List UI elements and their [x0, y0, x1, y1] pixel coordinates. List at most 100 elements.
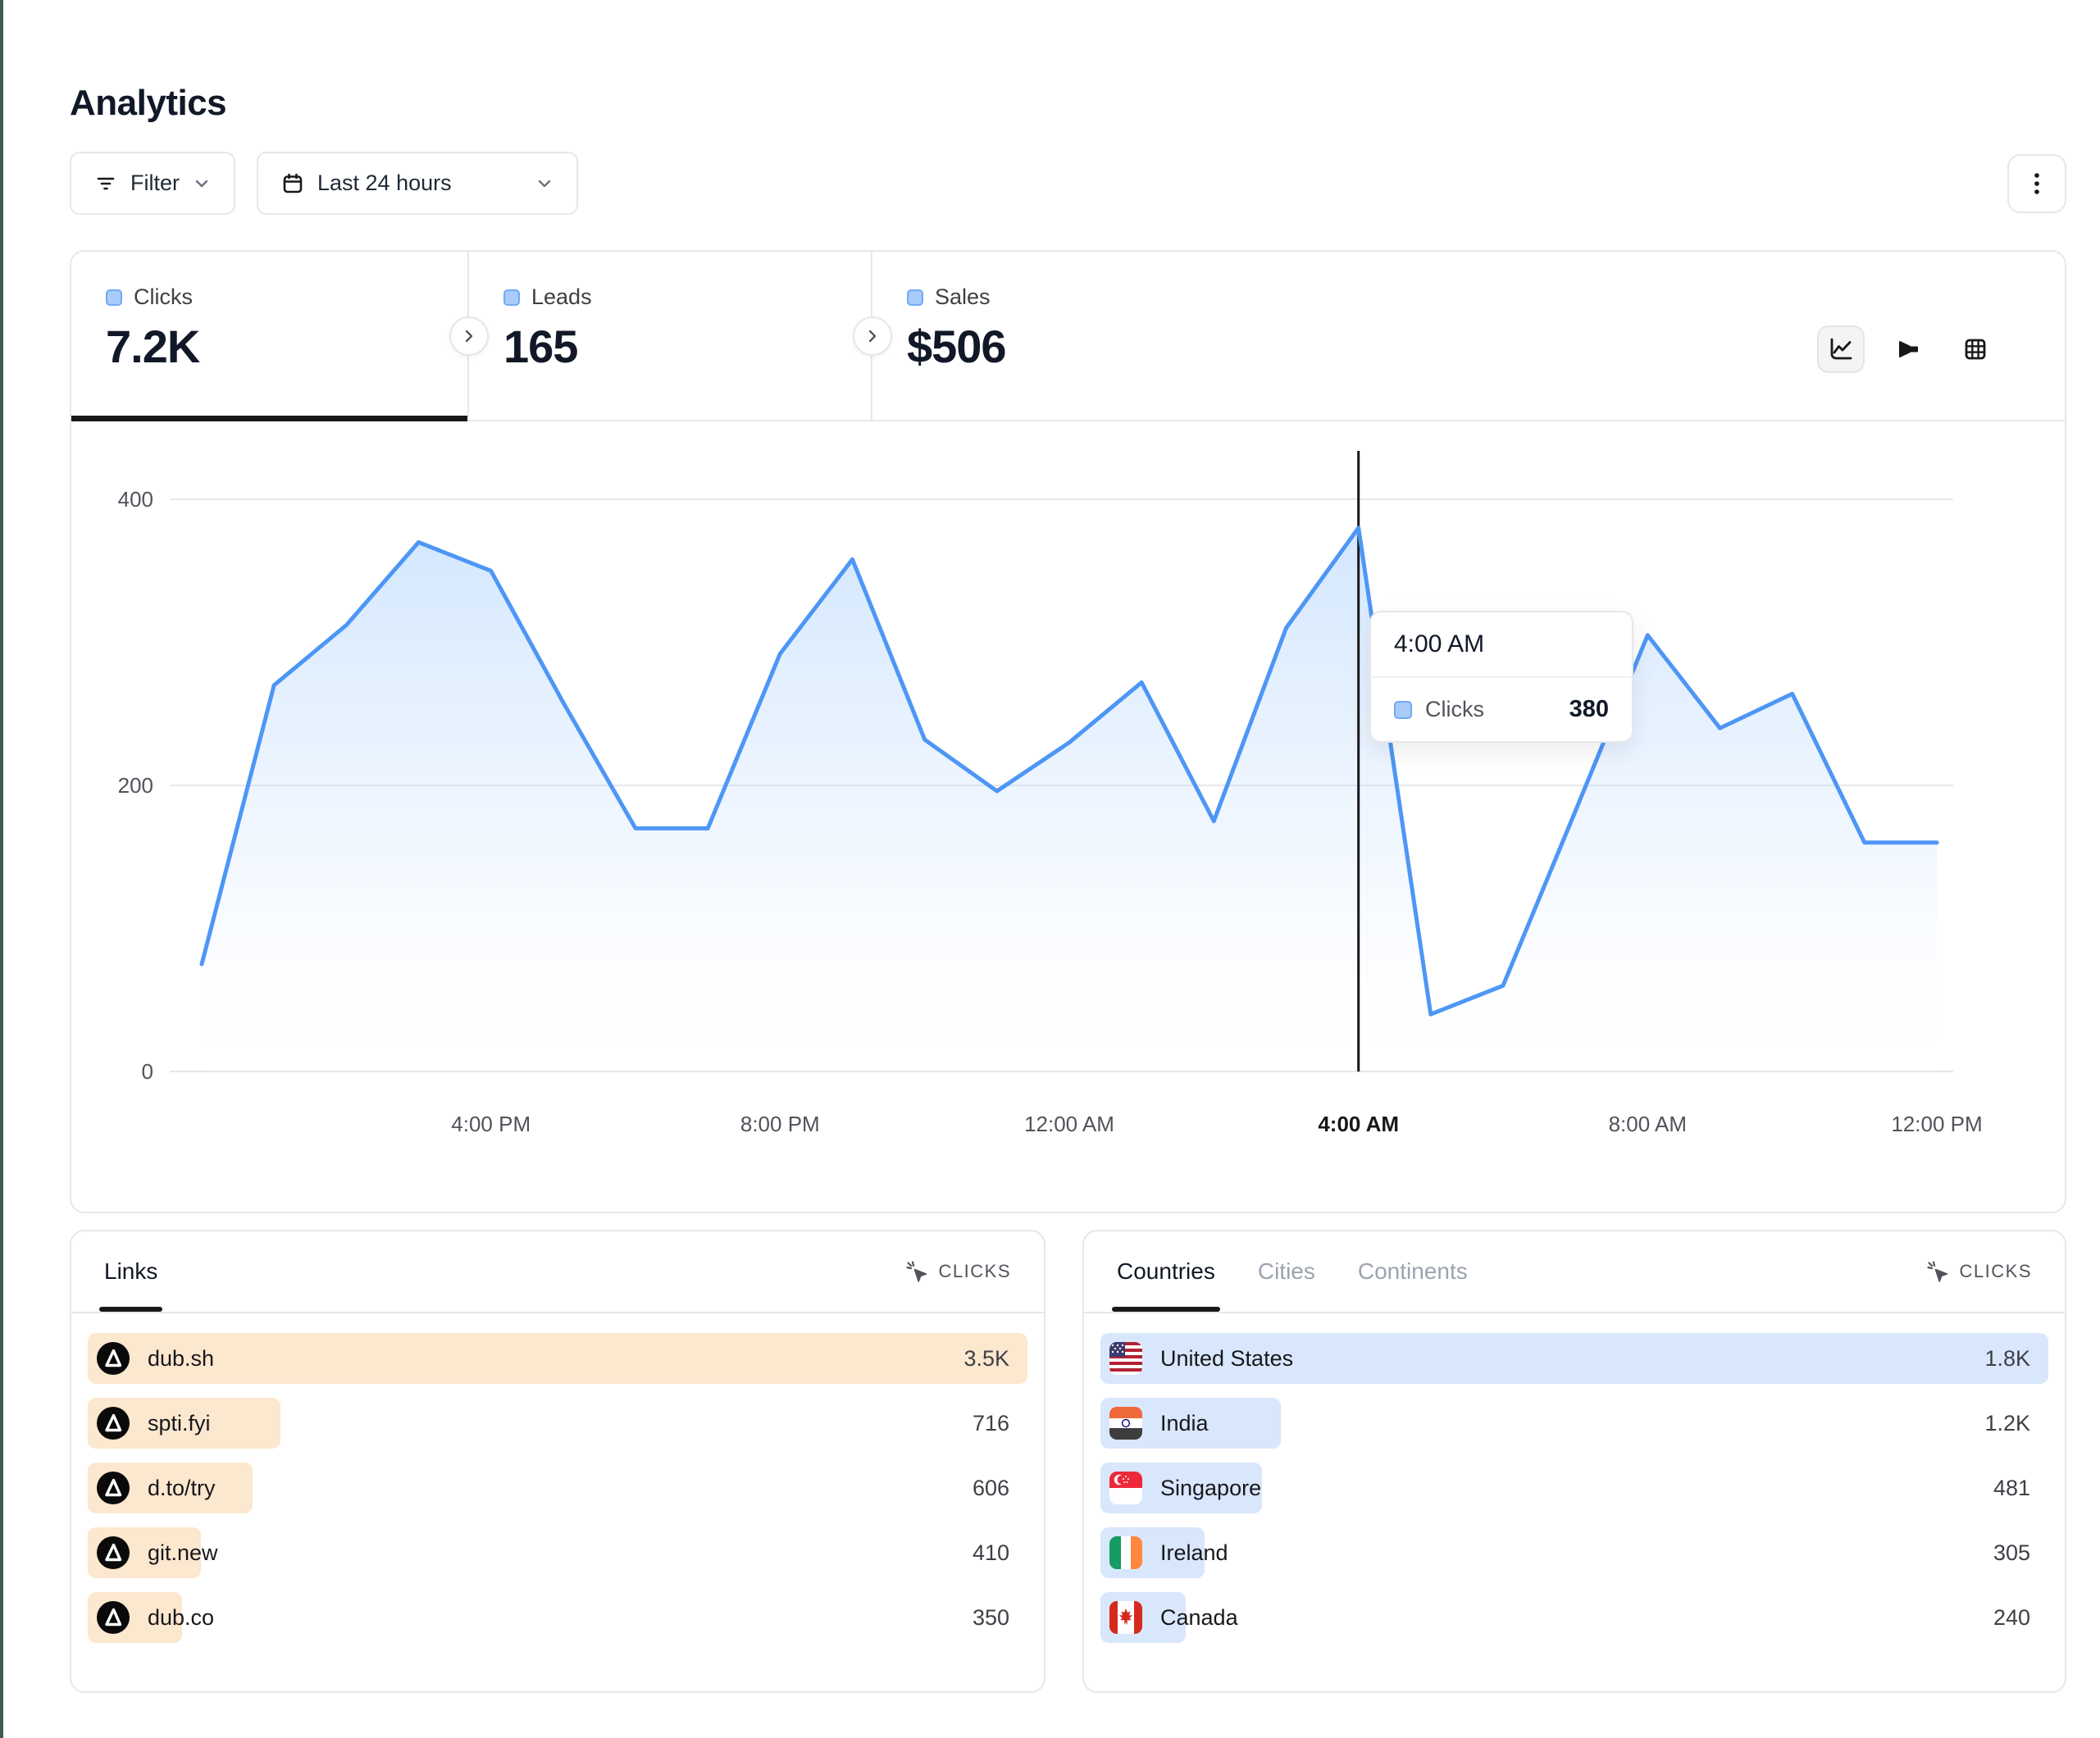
row-value: 410 [972, 1540, 1009, 1565]
svg-text:4:00 AM: 4:00 AM [1318, 1112, 1399, 1136]
page-title: Analytics [70, 83, 227, 124]
svg-text:400: 400 [118, 487, 153, 512]
stat-tab-clicks[interactable]: Clicks 7.2K [71, 252, 467, 421]
link-favicon [97, 1601, 130, 1634]
clicks-legend-chip [106, 289, 122, 306]
row-value: 1.2K [1984, 1410, 2030, 1435]
line-chart-icon [1827, 335, 1855, 363]
row-label: United States [1160, 1345, 1294, 1371]
tab-links[interactable]: Links [98, 1231, 163, 1312]
row-value: 1.8K [1984, 1345, 2030, 1371]
flag-icon-ie [1109, 1536, 1142, 1569]
clicks-series-chip [1394, 700, 1412, 719]
filter-icon [94, 172, 117, 195]
row-label: Ireland [1160, 1540, 1228, 1565]
countries-rows: United States 1.8K India 1.2K Singapore 481 Ir… [1084, 1313, 2065, 1673]
svg-text:12:00 AM: 12:00 AM [1024, 1112, 1114, 1136]
row-label: Canada [1160, 1604, 1238, 1630]
clicks-area-chart[interactable]: 400 200 0 4:00 PM 8:00 PM 12:00 AM 4:00 AM 8:00… [71, 420, 2065, 1212]
links-metric-label: CLICKS [938, 1261, 1011, 1281]
svg-text:8:00 AM: 8:00 AM [1609, 1112, 1687, 1136]
row-value: 350 [972, 1604, 1009, 1630]
stat-tab-sales[interactable]: Sales $506 [872, 252, 1299, 420]
tab-links-label: Links [104, 1258, 158, 1284]
row-value: 481 [1993, 1475, 2030, 1500]
links-row[interactable]: dub.co 350 [88, 1592, 1027, 1643]
country-row[interactable]: Singapore 481 [1100, 1463, 2048, 1513]
country-row[interactable]: Ireland 305 [1100, 1527, 2048, 1578]
expand-stat-button[interactable] [853, 316, 892, 356]
country-row[interactable]: United States 1.8K [1100, 1333, 2048, 1384]
row-label: git.new [148, 1540, 218, 1565]
links-row[interactable]: d.to/try 606 [88, 1463, 1027, 1513]
leads-legend-chip [503, 289, 520, 306]
stats-divider [449, 252, 489, 420]
more-options-button[interactable] [2007, 153, 2066, 213]
tab-label: Cities [1257, 1258, 1315, 1284]
row-value: 3.5K [963, 1345, 1009, 1371]
chevron-down-icon [535, 175, 553, 193]
row-value: 305 [1993, 1540, 2030, 1565]
tab-countries[interactable]: Countries [1112, 1231, 1220, 1312]
line-chart-view-button[interactable] [1817, 325, 1865, 373]
stat-value: 165 [503, 321, 578, 372]
links-metric-toggle[interactable]: CLICKS [904, 1259, 1011, 1284]
svg-text:12:00 PM: 12:00 PM [1891, 1112, 1982, 1136]
links-row[interactable]: dub.sh 3.5K [88, 1333, 1027, 1384]
kebab-icon [2025, 171, 2049, 196]
svg-text:0: 0 [142, 1059, 153, 1084]
tooltip-value: 380 [1569, 696, 1609, 722]
sales-legend-chip [907, 289, 923, 306]
left-edge-strip [0, 0, 3, 1738]
analytics-chart-card: Clicks 7.2K Leads 165 Sales $506 400 200 0 4:00 … [70, 250, 2066, 1213]
stat-label: Leads [531, 284, 592, 309]
chart-view-switcher [1817, 279, 1999, 420]
country-row[interactable]: India 1.2K [1100, 1398, 2048, 1449]
date-range-label: Last 24 hours [317, 171, 452, 195]
link-favicon [97, 1342, 130, 1375]
toolbar: Filter Last 24 hours [70, 152, 2066, 215]
stats-divider [853, 252, 892, 420]
countries-metric-toggle[interactable]: CLICKS [1925, 1259, 2032, 1284]
chevron-down-icon [193, 175, 211, 193]
links-row[interactable]: spti.fyi 716 [88, 1398, 1027, 1449]
filter-button[interactable]: Filter [70, 152, 235, 215]
value-bar [88, 1333, 1027, 1384]
tab-label: Continents [1357, 1258, 1468, 1284]
country-row[interactable]: Canada 240 [1100, 1592, 2048, 1643]
row-label: spti.fyi [148, 1410, 211, 1435]
table-icon [1961, 335, 1989, 363]
row-label: dub.sh [148, 1345, 215, 1371]
stats-tabs: Clicks 7.2K Leads 165 Sales $506 [71, 252, 2065, 421]
row-value: 716 [972, 1410, 1009, 1435]
countries-panel: Countries Cities Continents CLICKS United … [1082, 1230, 2066, 1693]
funnel-icon [1894, 335, 1922, 363]
filter-label: Filter [130, 171, 180, 195]
value-bar [1100, 1333, 2048, 1384]
countries-metric-label: CLICKS [1959, 1261, 2032, 1281]
stat-label: Clicks [134, 284, 193, 309]
flag-icon-in [1109, 1407, 1142, 1440]
links-panel: Links CLICKS dub.sh 3.5K spti.fyi 716 d.to/t… [70, 1230, 1045, 1693]
calendar-icon [281, 172, 304, 195]
chart-tooltip: 4:00 AM Clicks 380 [1369, 611, 1633, 743]
funnel-view-button[interactable] [1884, 325, 1932, 373]
stat-value: $506 [907, 321, 1007, 372]
row-label: d.to/try [148, 1475, 216, 1500]
tooltip-time: 4:00 AM [1371, 612, 1632, 678]
table-view-button[interactable] [1952, 325, 1999, 373]
link-favicon [97, 1472, 130, 1504]
cursor-click-icon [1925, 1259, 1950, 1284]
tab-cities[interactable]: Cities [1258, 1231, 1315, 1312]
row-value: 240 [1993, 1604, 2030, 1630]
expand-stat-button[interactable] [449, 316, 489, 356]
row-label: India [1160, 1410, 1209, 1435]
svg-text:4:00 PM: 4:00 PM [451, 1112, 531, 1136]
links-row[interactable]: git.new 410 [88, 1527, 1027, 1578]
stat-tab-leads[interactable]: Leads 165 [469, 252, 871, 420]
tab-continents[interactable]: Continents [1358, 1231, 1468, 1312]
date-range-button[interactable]: Last 24 hours [257, 152, 578, 215]
row-value: 606 [972, 1475, 1009, 1500]
links-rows: dub.sh 3.5K spti.fyi 716 d.to/try 606 git.new 4… [71, 1313, 1044, 1673]
stat-value: 7.2K [106, 321, 200, 372]
